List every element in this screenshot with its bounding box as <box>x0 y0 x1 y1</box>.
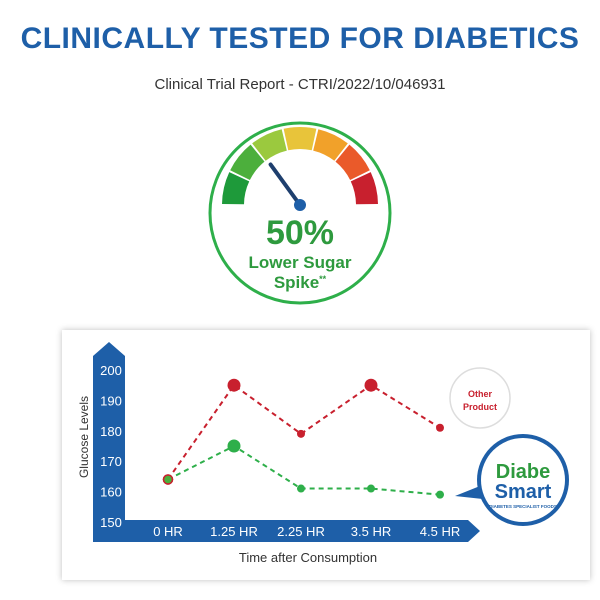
gauge-segment <box>283 127 317 151</box>
diabesmart-badge: Diabe Smart DIABETES SPECIALIST FOODS <box>455 434 569 526</box>
gauge-segment <box>230 144 265 181</box>
chart-axes <box>93 342 480 542</box>
gauge-segment <box>252 129 287 161</box>
badge-inner-circle <box>481 438 565 522</box>
brand-line1: Diabe <box>496 461 550 483</box>
gauge-segment <box>335 144 370 181</box>
gauge-label-spike: Spike <box>274 273 319 292</box>
other-product-circle <box>449 367 511 429</box>
page-subtitle: Clinical Trial Report - CTRI/2022/10/046… <box>154 76 446 93</box>
y-tick-label: 200 <box>100 363 122 378</box>
x-axis-label: Time after Consumption <box>239 550 377 565</box>
series-point <box>436 423 444 432</box>
y-tick-label: 190 <box>100 393 122 408</box>
x-tick-label: 1.25 HR <box>210 524 258 539</box>
brand-tagline: DIABETES SPECIALIST FOODS <box>489 504 557 509</box>
gauge-needle <box>268 162 302 207</box>
series-point <box>297 429 305 438</box>
gauge-label-line1: Lower Sugar <box>249 253 352 272</box>
series-point <box>227 439 241 453</box>
y-axis-label: Glucose Levels <box>77 396 91 478</box>
x-tick-labels: 0 HR 1.25 HR 2.25 HR 3.5 HR 4.5 HR <box>153 524 460 539</box>
gauge-label-mark: ** <box>319 274 327 284</box>
gauge-segments <box>222 127 378 205</box>
other-product-badge: Other Product <box>449 367 511 429</box>
gauge-pivot <box>294 199 306 211</box>
x-tick-label: 3.5 HR <box>351 524 391 539</box>
brand-line2: Smart <box>495 481 552 503</box>
series-point <box>367 484 375 493</box>
y-tick-label: 160 <box>100 485 122 500</box>
y-tick-label: 180 <box>100 424 122 439</box>
series-point <box>227 378 241 392</box>
series-point <box>297 484 305 493</box>
y-tick-labels: 150 160 170 180 190 200 <box>100 363 122 530</box>
page-title: CLINICALLY TESTED FOR DIABETICS <box>20 22 580 55</box>
series-point <box>162 474 174 485</box>
y-tick-label: 170 <box>100 454 122 469</box>
gauge-segment <box>350 172 378 205</box>
other-product-line1: Other <box>468 389 493 399</box>
x-tick-label: 4.5 HR <box>420 524 460 539</box>
gauge-segment <box>222 172 250 205</box>
gauge-label-line2: Spike** <box>274 273 327 292</box>
sugar-spike-gauge: 50% Lower Sugar Spike** <box>208 121 392 305</box>
series-line <box>167 383 441 481</box>
other-product-line2: Product <box>463 402 497 412</box>
x-tick-label: 0 HR <box>153 524 183 539</box>
gauge-segment <box>313 129 348 161</box>
gauge-value: 50% <box>266 214 334 252</box>
series-point <box>364 378 378 392</box>
y-tick-label: 150 <box>100 515 122 530</box>
series-point <box>436 490 444 499</box>
series-layer <box>162 378 444 499</box>
x-tick-label: 2.25 HR <box>277 524 325 539</box>
